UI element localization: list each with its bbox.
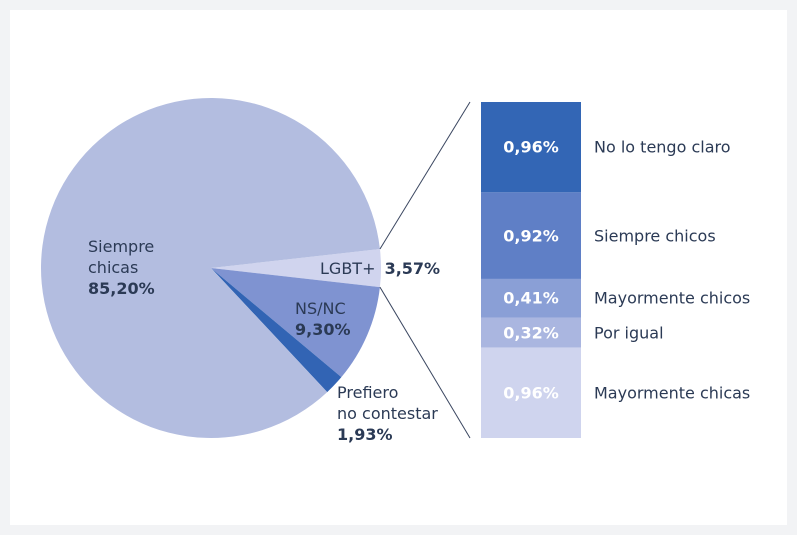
pie-value-label: 85,20%	[88, 279, 155, 298]
bar-value-label: 0,96%	[503, 383, 559, 403]
bar-category-label: Mayormente chicas	[594, 383, 751, 403]
pie-label: LGBT+ 3,57%	[320, 258, 440, 279]
pie-slice	[211, 249, 381, 288]
bar-segment	[481, 317, 581, 348]
pie-label-name: LGBT+	[320, 259, 376, 278]
pie-value-label: 9,30%	[295, 320, 351, 339]
pie-label-name: NS/NC	[295, 299, 346, 318]
bar-segment	[481, 347, 581, 438]
bar-segment	[481, 102, 581, 193]
pie-label-name: Prefiero no contestar	[337, 383, 438, 423]
pie-label-name: Siempre chicas	[88, 237, 155, 277]
bar-segment	[481, 192, 581, 279]
pie-value-label: 1,93%	[337, 425, 393, 444]
pie-slice	[211, 268, 342, 393]
connector-line	[379, 101, 471, 250]
pie-slice	[41, 98, 380, 439]
pie-label: Siempre chicas 85,20%	[88, 236, 155, 299]
bar-value-label: 0,92%	[503, 226, 559, 246]
bar-category-label: Siempre chicos	[594, 226, 716, 246]
bar-segment	[481, 278, 581, 318]
bar-value-label: 0,96%	[503, 137, 559, 157]
pie-label: Prefiero no contestar 1,93%	[337, 382, 438, 445]
bar-category-label: Mayormente chicos	[594, 288, 751, 308]
bar-value-label: 0,32%	[503, 323, 559, 343]
bar-value-label: 0,41%	[503, 288, 559, 308]
bar-category-label: No lo tengo claro	[594, 137, 731, 157]
connector-line	[379, 286, 471, 439]
pie-label: NS/NC 9,30%	[295, 298, 351, 340]
pie-value-label: 3,57%	[384, 259, 441, 278]
bar-category-label: Por igual	[594, 323, 664, 343]
pie-slice	[211, 268, 380, 378]
